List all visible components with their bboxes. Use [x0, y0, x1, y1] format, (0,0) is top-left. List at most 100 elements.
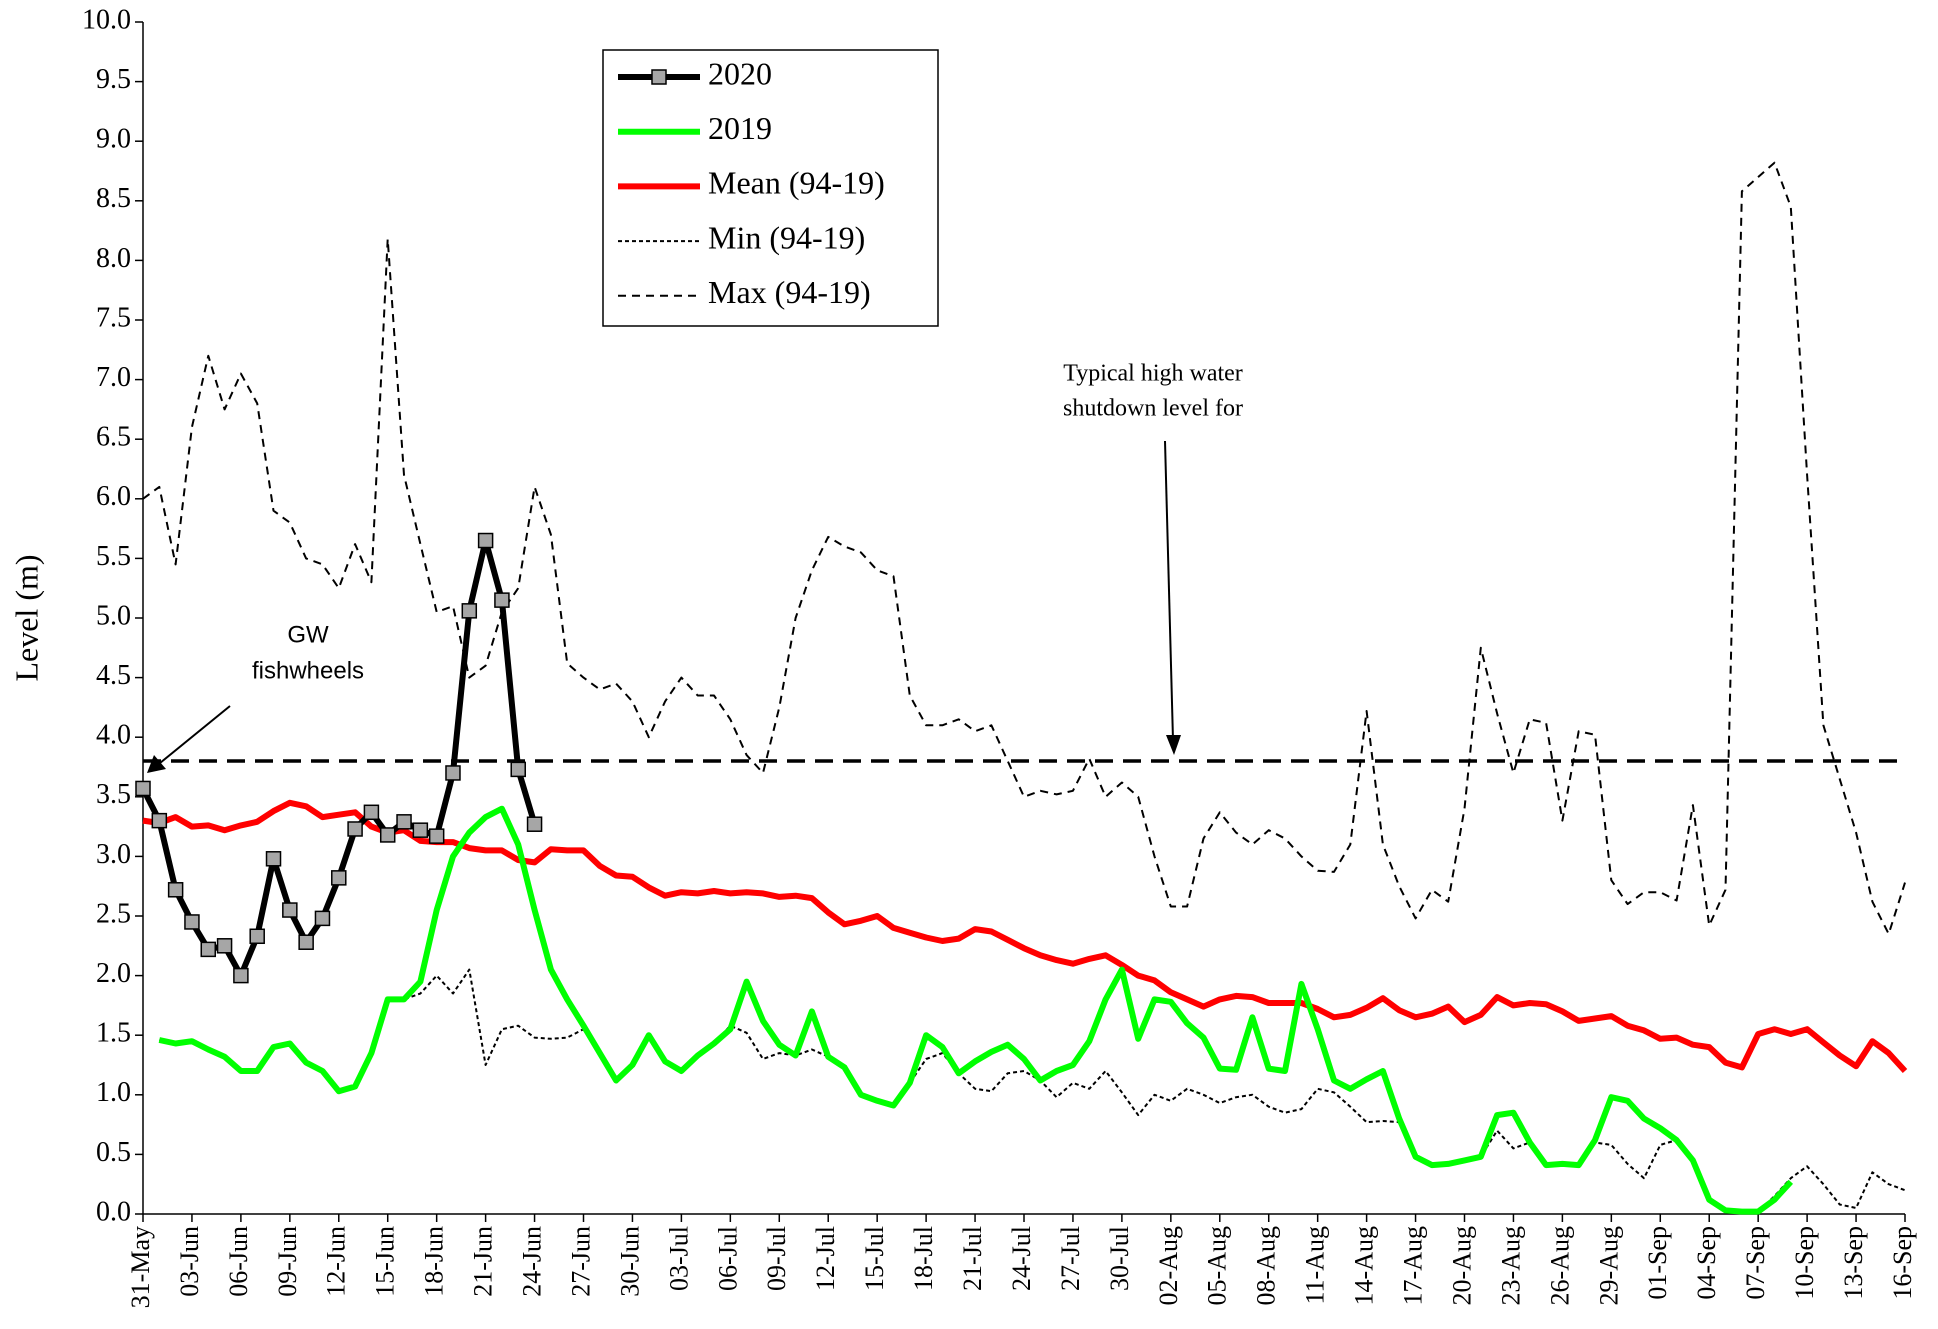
marker — [477, 532, 494, 549]
marker — [445, 765, 461, 781]
marker — [184, 914, 200, 930]
marker — [494, 592, 510, 608]
x-tick-label: 15-Jun — [371, 1226, 400, 1297]
legend-marker — [651, 69, 667, 85]
y-tick-label: 5.5 — [96, 541, 131, 572]
marker — [412, 822, 429, 838]
x-tick-label: 05-Aug — [1203, 1226, 1232, 1305]
y-tick-label: 7.5 — [96, 302, 131, 333]
x-tick-label: 09-Jul — [762, 1226, 791, 1291]
marker — [167, 882, 184, 898]
y-tick-label: 9.5 — [96, 64, 131, 95]
marker — [298, 934, 314, 950]
marker — [331, 870, 347, 886]
marker — [135, 780, 151, 797]
annotation: fishwheels — [252, 657, 364, 684]
legend-label: 2020 — [708, 55, 772, 91]
marker — [200, 941, 217, 958]
y-tick-label: 4.0 — [96, 720, 131, 751]
y-tick-label: 3.5 — [96, 779, 131, 810]
x-tick-label: 24-Jul — [1007, 1226, 1036, 1291]
x-tick-label: 03-Jul — [664, 1226, 693, 1291]
x-tick-label: 12-Jul — [811, 1226, 840, 1291]
legend-label: 2019 — [708, 110, 772, 146]
marker — [379, 827, 396, 843]
x-tick-label: 27-Jul — [1056, 1226, 1085, 1291]
x-tick-label: 06-Jun — [224, 1226, 253, 1297]
arrow-head — [147, 755, 166, 773]
x-tick-label: 26-Aug — [1545, 1226, 1574, 1305]
marker — [363, 804, 380, 821]
marker — [249, 928, 265, 945]
marker — [461, 603, 478, 619]
marker — [510, 761, 526, 778]
x-tick-label: 11-Aug — [1301, 1226, 1330, 1304]
legend-label: Min (94-19) — [708, 219, 865, 255]
x-tick-label: 13-Sep — [1839, 1226, 1868, 1300]
series-line — [159, 968, 1906, 1213]
legend: 2020 2019 Mean (94-19) Min (94-19) Max (94-1… — [602, 49, 939, 327]
y-tick-label: 0.0 — [96, 1196, 131, 1227]
y-tick-label: 8.5 — [96, 183, 131, 214]
x-tick-label: 29-Aug — [1594, 1226, 1623, 1305]
annotation-arrow — [1164, 440, 1174, 741]
marker — [347, 821, 363, 837]
annotation: Typical high water — [1063, 361, 1243, 387]
y-tick-label: 0.5 — [96, 1137, 131, 1168]
x-tick-label: 01-Sep — [1643, 1226, 1672, 1300]
x-tick-label: 12-Jun — [322, 1226, 351, 1297]
x-tick-label: 24-Jun — [518, 1226, 547, 1297]
marker — [265, 851, 282, 867]
x-tick-label: 27-Jun — [566, 1226, 595, 1297]
arrow-head — [1166, 735, 1181, 755]
y-axis-title: Level (m) — [8, 554, 44, 681]
y-tick-label: 3.0 — [96, 839, 131, 870]
marker — [526, 816, 543, 832]
x-tick-label: 17-Aug — [1399, 1226, 1428, 1305]
x-tick-label: 18-Jun — [420, 1226, 449, 1297]
x-tick-label: 31-May — [126, 1226, 155, 1308]
y-tick-label: 2.5 — [96, 898, 131, 929]
x-tick-label: 09-Jun — [273, 1226, 302, 1297]
marker — [282, 902, 298, 918]
y-tick-label: 6.5 — [96, 422, 131, 453]
y-tick-label: 7.0 — [96, 362, 131, 393]
marker — [314, 910, 331, 927]
marker — [151, 812, 168, 829]
x-tick-label: 30-Jul — [1105, 1226, 1134, 1291]
legend-label: Mean (94-19) — [708, 165, 885, 201]
y-tick-label: 9.0 — [96, 124, 131, 155]
series-line — [142, 161, 1906, 935]
x-tick-label: 20-Aug — [1447, 1226, 1476, 1305]
marker — [396, 814, 412, 830]
x-tick-label: 04-Sep — [1692, 1226, 1721, 1300]
x-tick-label: 08-Aug — [1252, 1226, 1281, 1305]
y-tick-label: 1.5 — [96, 1018, 131, 1049]
y-tick-label: 2.0 — [96, 958, 131, 989]
x-tick-label: 23-Aug — [1496, 1226, 1525, 1305]
y-tick-label: 1.0 — [96, 1077, 131, 1108]
y-tick-label: 6.0 — [96, 481, 131, 512]
x-tick-label: 30-Jun — [615, 1226, 644, 1297]
x-tick-label: 06-Jul — [713, 1226, 742, 1291]
annotation: GW — [287, 621, 329, 648]
y-tick-label: 10.0 — [82, 4, 131, 35]
y-tick-label: 8.0 — [96, 243, 131, 274]
annotation-arrow — [159, 705, 231, 764]
series-line — [158, 805, 1794, 1215]
x-tick-label: 03-Jun — [175, 1226, 204, 1297]
marker — [428, 828, 445, 844]
x-tick-label: 07-Sep — [1741, 1226, 1770, 1300]
x-tick-label: 02-Aug — [1154, 1226, 1183, 1305]
x-tick-label: 21-Jun — [469, 1226, 498, 1297]
marker — [233, 967, 249, 984]
x-tick-label: 14-Aug — [1350, 1226, 1379, 1305]
annotation: shutdown level for — [1063, 396, 1243, 422]
x-tick-label: 15-Jul — [860, 1226, 889, 1291]
x-tick-label: 10-Sep — [1790, 1226, 1819, 1300]
legend-label: Max (94-19) — [708, 274, 871, 310]
x-tick-label: 21-Jul — [958, 1226, 987, 1291]
y-tick-label: 5.0 — [96, 600, 131, 631]
x-tick-label: 18-Jul — [909, 1226, 938, 1291]
